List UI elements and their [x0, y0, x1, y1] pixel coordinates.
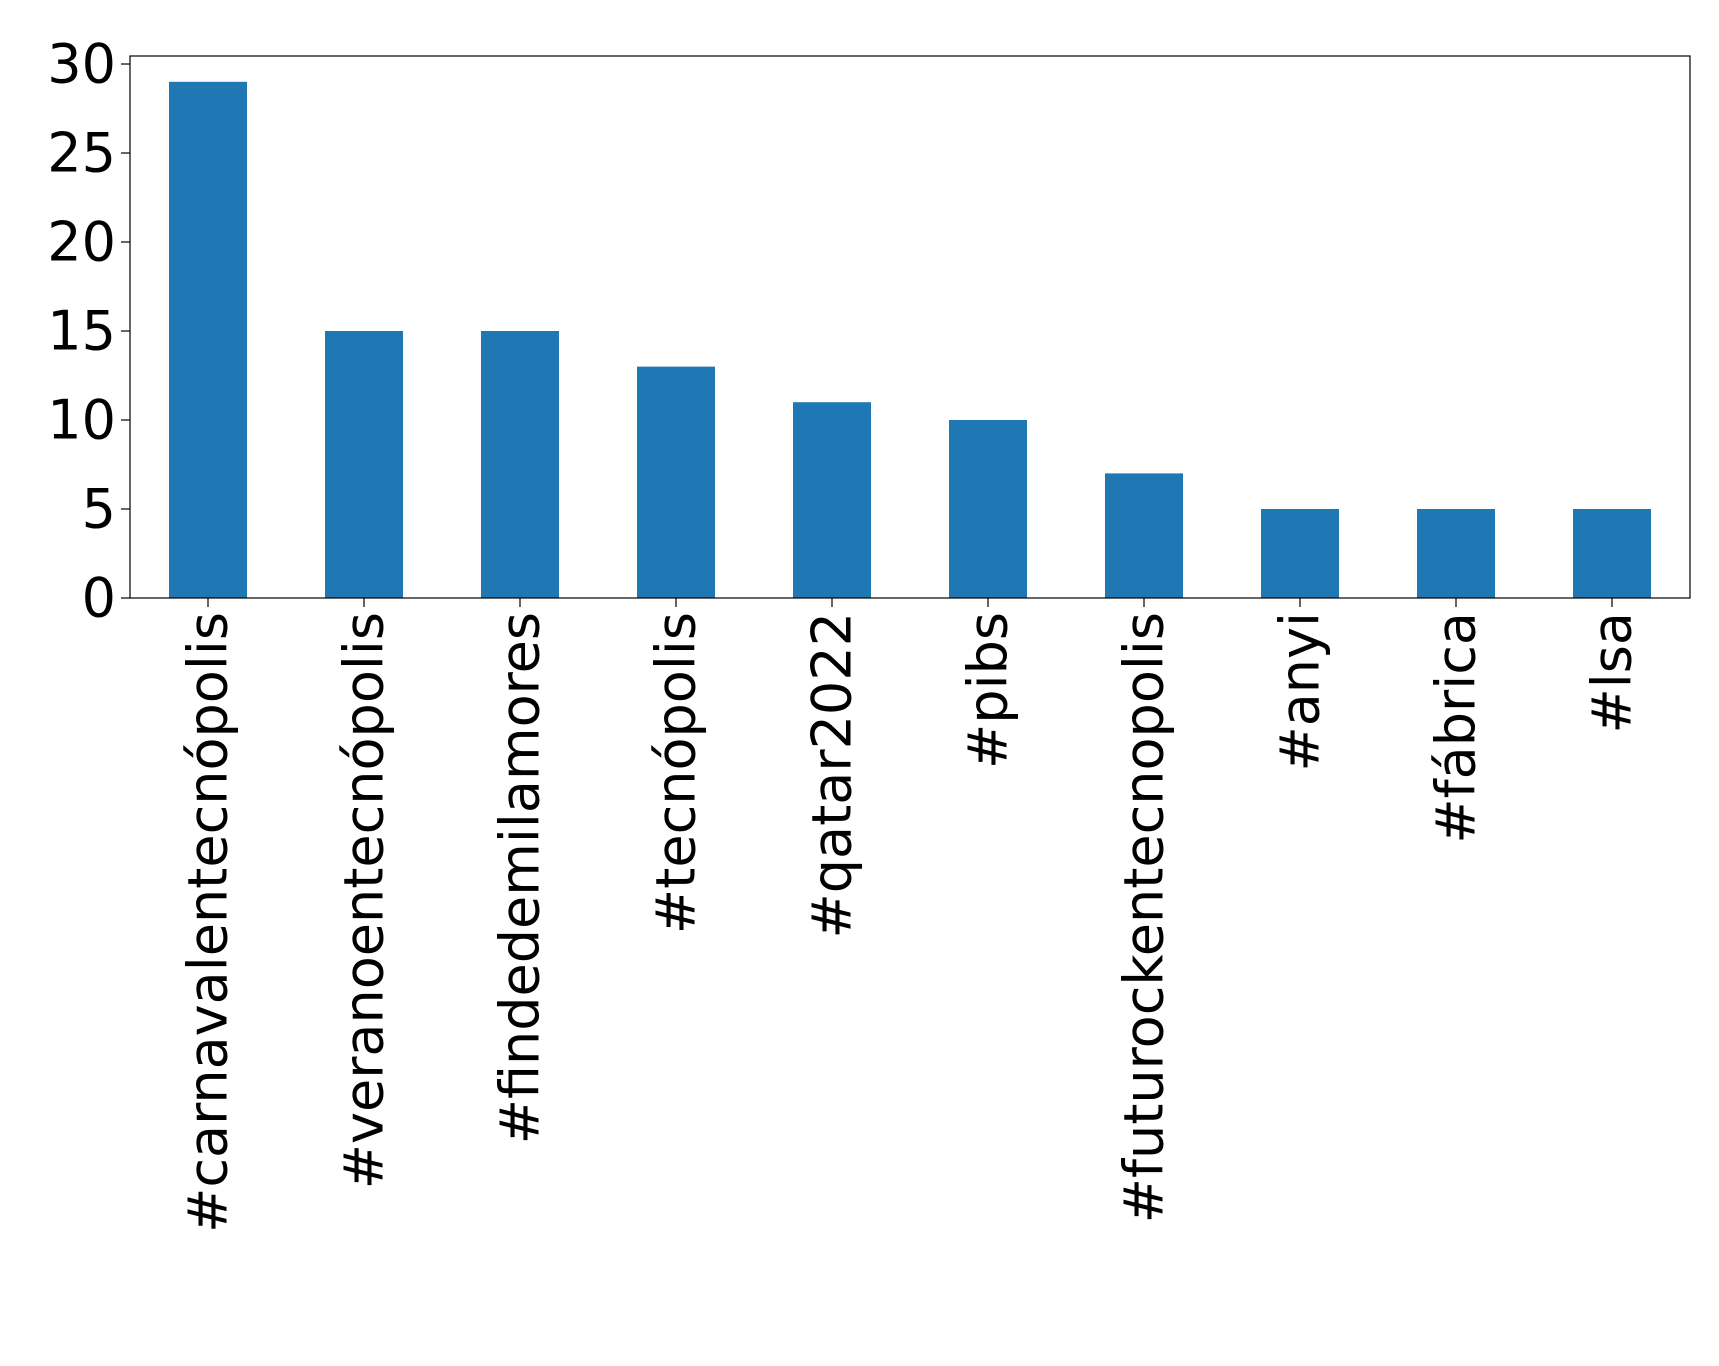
x-tick-label: #pibs	[957, 612, 1020, 769]
x-tick-label: #veranoentecnópolis	[333, 612, 396, 1189]
bar-futurockentecnopolis	[1105, 473, 1183, 598]
bar-lsa	[1573, 509, 1651, 598]
bar-tecnópolis	[637, 366, 715, 598]
y-tick-label: 30	[47, 33, 116, 96]
x-tick-label: #lsa	[1581, 612, 1644, 733]
x-tick-label: #fábrica	[1425, 612, 1488, 844]
bar-findedemilamores	[481, 331, 559, 598]
bar-fábrica	[1417, 509, 1495, 598]
y-tick-label: 5	[82, 478, 116, 541]
x-tick-label: #anyi	[1269, 612, 1332, 772]
x-axis: #carnavalentecnópolis #veranoentecnópolis…	[177, 598, 1644, 1233]
y-axis: 0 5 10 15 20 25 30	[47, 33, 130, 630]
x-tick-label: #tecnópolis	[645, 612, 708, 934]
bar-qatar2022	[793, 402, 871, 598]
bar-anyi	[1261, 509, 1339, 598]
bars	[169, 81, 1651, 599]
y-tick-label: 20	[47, 211, 116, 274]
x-tick-label: #carnavalentecnópolis	[177, 612, 240, 1233]
bar-carnavalentecnópolis	[169, 81, 247, 599]
bar-veranoentecnópolis	[325, 331, 403, 598]
plot-frame	[129, 55, 1691, 599]
y-tick-label: 15	[47, 300, 116, 363]
x-tick-label: #futurockentecnopolis	[1113, 612, 1176, 1223]
y-tick-label: 25	[47, 122, 116, 185]
x-tick-label: #qatar2022	[801, 612, 864, 939]
y-tick-label: 10	[47, 389, 116, 452]
y-tick-label: 0	[82, 567, 116, 630]
x-tick-label: #findedemilamores	[489, 612, 552, 1144]
bar-pibs	[949, 420, 1027, 598]
